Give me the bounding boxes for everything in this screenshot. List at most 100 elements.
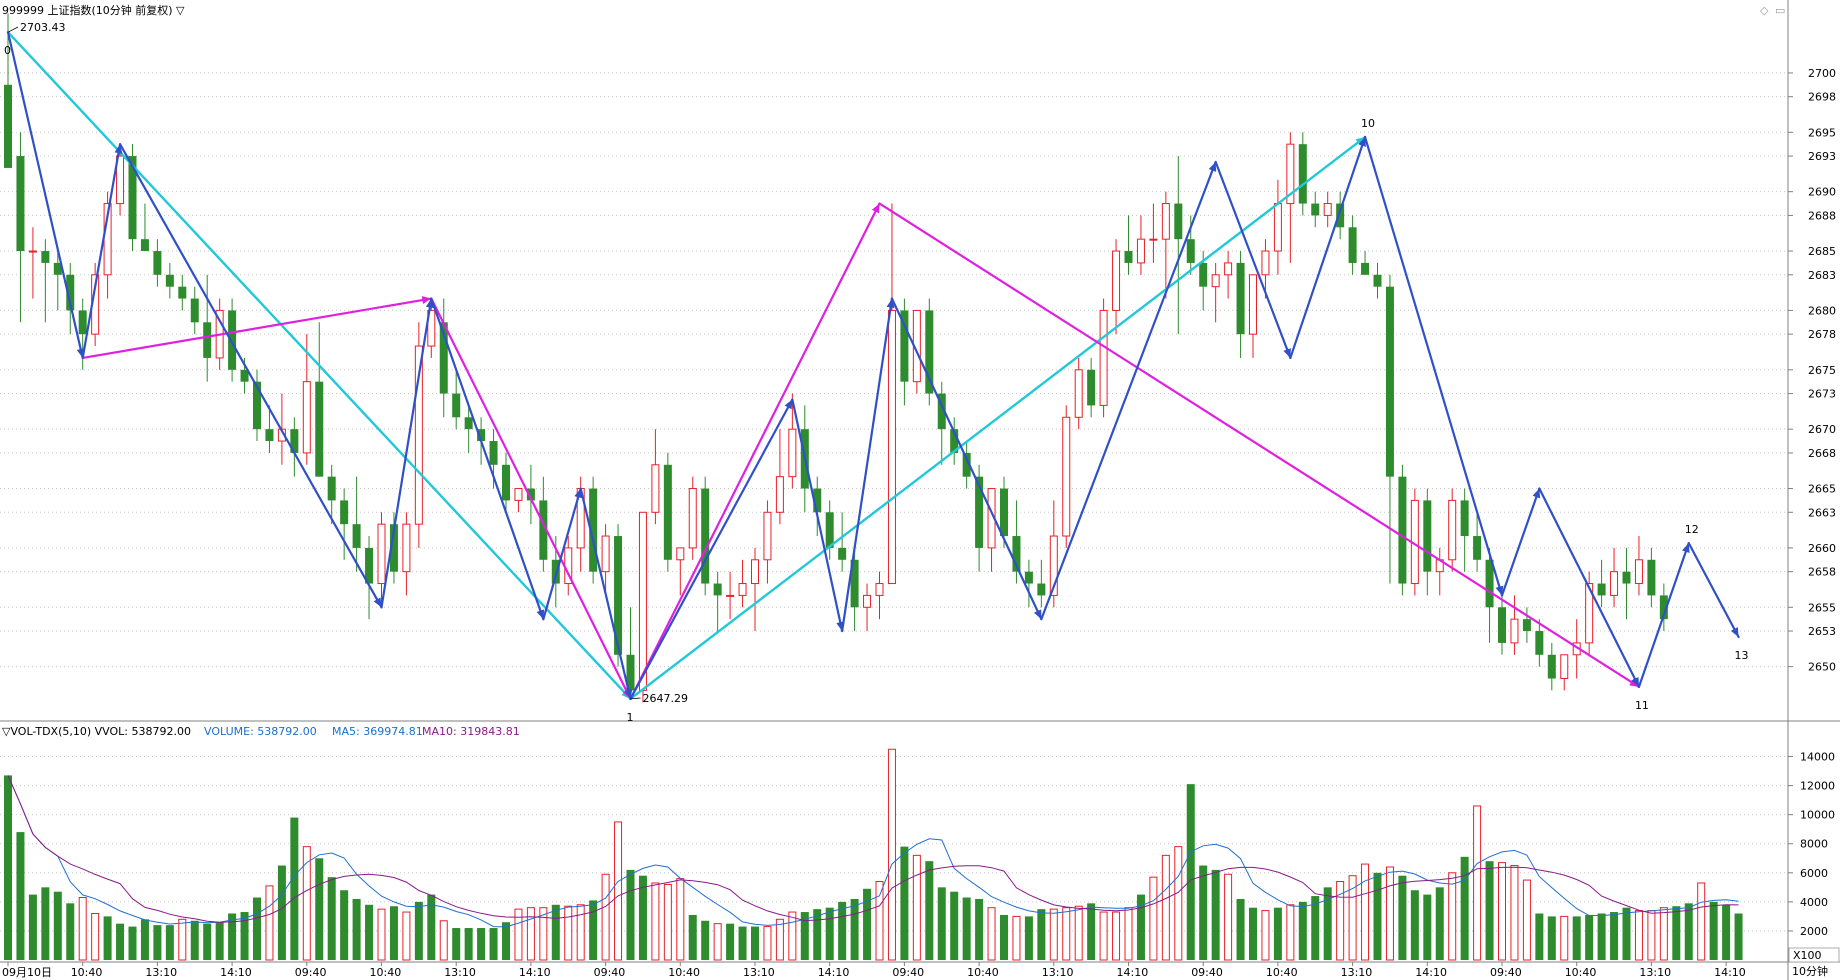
blue-stroke xyxy=(1040,160,1217,621)
volume-bar-down xyxy=(1410,890,1419,960)
candle-body-down xyxy=(439,322,448,394)
volume-bar-up xyxy=(1112,911,1121,961)
candle-body-down xyxy=(4,84,12,168)
volume-bar-down xyxy=(813,909,822,960)
volume-bar-up xyxy=(663,883,672,961)
volume-bar-down xyxy=(240,912,249,960)
diamond-icon[interactable]: ◇ xyxy=(1760,4,1769,17)
time-tick-label: 10:40 xyxy=(1266,966,1298,979)
candle-body-down xyxy=(340,500,349,525)
period-label[interactable]: 10分钟 xyxy=(1792,964,1828,978)
volume-bar-down xyxy=(825,907,834,960)
candle-body-up xyxy=(763,511,772,561)
volume-bar-down xyxy=(452,928,461,960)
magenta-stroke-arrow xyxy=(421,296,432,305)
price-tick-label: 2693 xyxy=(1808,150,1836,163)
volume-bar-down xyxy=(41,887,50,960)
volume-bar-up xyxy=(1498,862,1506,961)
volume-bar-down xyxy=(1423,894,1432,960)
volume-bar-down xyxy=(1684,903,1693,960)
volume-bar-up xyxy=(178,918,187,961)
price-tick-label: 2695 xyxy=(1808,126,1836,139)
volume-tick-label: 2000 xyxy=(1800,925,1828,938)
blue-stroke xyxy=(1289,135,1367,360)
candle-body-down xyxy=(962,452,971,477)
candle-body-down xyxy=(41,251,50,263)
volume-bar-up xyxy=(1099,911,1108,961)
volume-bar-up xyxy=(1261,910,1270,961)
blue-stroke xyxy=(791,398,844,633)
candle-body-up xyxy=(427,309,436,347)
time-tick-label: 09:40 xyxy=(594,966,626,979)
volume-bar-up xyxy=(775,918,784,961)
candle-body-down xyxy=(66,274,75,311)
volume-tick-label: 4000 xyxy=(1800,896,1828,909)
candle-body-up xyxy=(651,464,660,513)
candle-body-down xyxy=(589,488,598,572)
price-tick-label: 2700 xyxy=(1808,67,1836,80)
blue-stroke-arrow xyxy=(1532,488,1541,499)
candle-body-down xyxy=(1236,262,1245,335)
candle-body-down xyxy=(950,429,959,453)
price-tick-label: 2663 xyxy=(1808,506,1836,519)
candle-body-down xyxy=(489,441,498,465)
volume-bar-down xyxy=(1000,914,1008,960)
candle-body-down xyxy=(1398,476,1407,584)
volume-bar-down xyxy=(1398,875,1407,960)
volume-bar-down xyxy=(502,922,510,960)
candle-body-down xyxy=(1000,488,1008,537)
volume-bar-up xyxy=(1049,908,1058,961)
volume-bar-down xyxy=(1323,887,1332,960)
candle-body-down xyxy=(1037,583,1046,596)
volume-bar-up xyxy=(1124,907,1133,961)
candle-body-down xyxy=(1659,595,1668,620)
volume-bar-down xyxy=(1273,907,1282,960)
time-tick-label: 10:40 xyxy=(1565,966,1597,979)
candle-body-down xyxy=(365,547,374,584)
candle-body-down xyxy=(1361,262,1370,275)
blue-stroke xyxy=(6,31,84,360)
wave-label: 0 xyxy=(4,44,11,57)
volume-bar-down xyxy=(1186,784,1195,960)
candle-body-up xyxy=(676,547,685,561)
candle-body-down xyxy=(464,417,473,430)
candle-body-down xyxy=(1087,369,1096,406)
candle-body-up xyxy=(1099,309,1108,406)
candle-body-down xyxy=(1012,536,1021,572)
candle-body-up xyxy=(863,594,872,608)
volume-bar-down xyxy=(66,903,75,960)
candle-body-up xyxy=(1136,238,1145,264)
volume-bar-down xyxy=(290,817,299,960)
window-restore-icon[interactable]: ▭ xyxy=(1775,4,1785,17)
blue-stroke xyxy=(118,143,383,609)
candle-body-down xyxy=(825,512,834,548)
volume-bar-down xyxy=(1298,901,1307,960)
volume-bar-up xyxy=(1510,865,1519,961)
cyan-stroke xyxy=(6,31,632,701)
time-tick-label: 13:10 xyxy=(1042,966,1074,979)
volume-bar-down xyxy=(838,901,847,960)
volume-bar-up xyxy=(788,911,797,961)
volume-bar-down xyxy=(626,869,635,960)
candle-body-down xyxy=(228,310,237,370)
volume-bar-down xyxy=(489,928,498,960)
time-tick-label: 14:10 xyxy=(1117,966,1149,979)
volume-bar-down xyxy=(1136,894,1145,960)
candle-body-up xyxy=(1161,203,1170,240)
candle-body-down xyxy=(1124,251,1133,263)
volume-bar-down xyxy=(165,925,174,960)
candle-body-down xyxy=(352,524,361,548)
candle-body-up xyxy=(1062,416,1071,537)
candle-body-down xyxy=(165,274,174,287)
volume-axis: 2000 4000 6000 8000 10000 12000 14000 xyxy=(1788,751,1835,938)
price-tick-label: 2678 xyxy=(1808,328,1836,341)
candle-body-down xyxy=(502,464,510,501)
unit-box xyxy=(1788,947,1840,963)
volume-bar-down xyxy=(352,898,361,960)
volume-bar-down xyxy=(1572,916,1581,960)
volume-bar-up xyxy=(1560,915,1569,961)
volume-tick-label: 12000 xyxy=(1800,780,1835,793)
blue-stroke xyxy=(380,297,433,609)
candle-body-up xyxy=(1224,262,1233,276)
volume-bar-up xyxy=(91,912,100,961)
